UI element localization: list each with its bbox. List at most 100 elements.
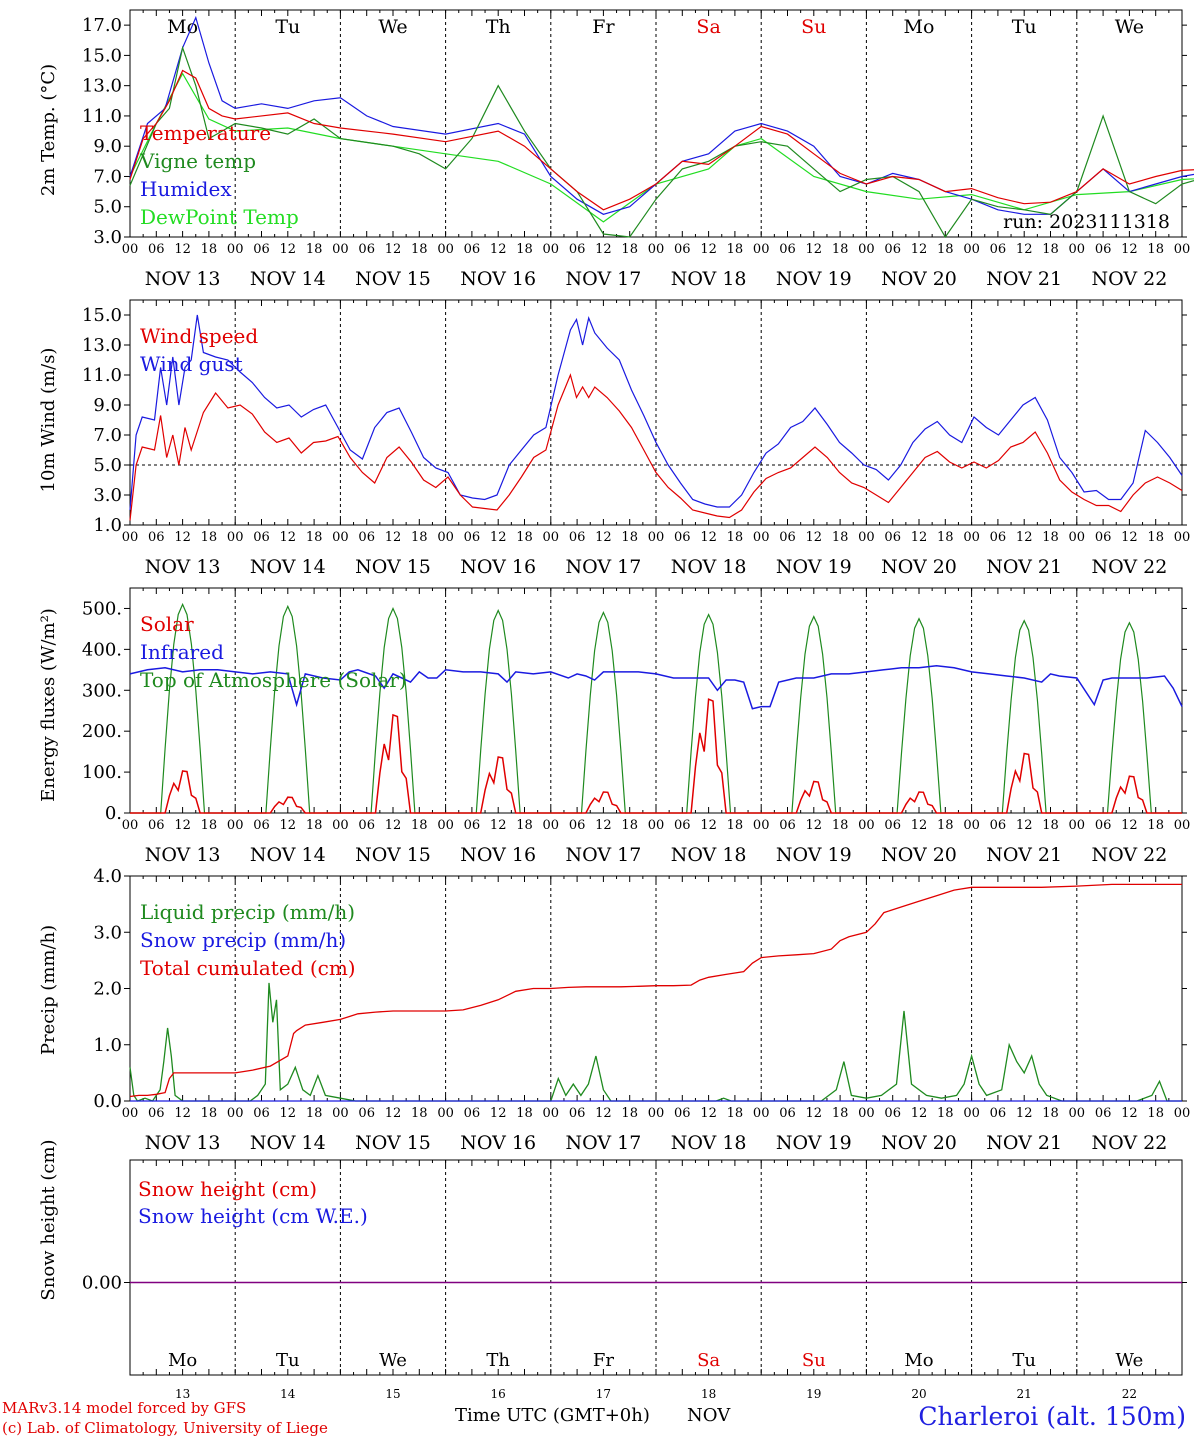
solar-curve	[550, 791, 656, 814]
hour-tick-label: 00	[858, 242, 875, 257]
hour-tick-label: 18	[1147, 530, 1164, 545]
hour-tick-label: 12	[806, 818, 823, 833]
hour-tick-label: 06	[674, 530, 691, 545]
hour-tick-label: 12	[806, 1106, 823, 1121]
y-tick-label: 1.0	[93, 1035, 122, 1056]
y-tick-label: 7.0	[93, 425, 122, 446]
hour-tick-label: 18	[1147, 818, 1164, 833]
weekday-label: We	[1115, 16, 1144, 38]
hour-tick-label: 06	[779, 530, 796, 545]
date-label: NOV 17	[565, 1132, 641, 1154]
solar-curve	[1076, 775, 1182, 814]
hour-tick-label: 12	[174, 530, 191, 545]
hour-tick-label: 06	[148, 242, 165, 257]
hour-tick-label: 00	[122, 818, 139, 833]
day-number: 17	[596, 1387, 611, 1401]
hour-tick-label: 00	[1069, 1106, 1086, 1121]
date-label: NOV 21	[986, 844, 1062, 866]
weekday-label: Tu	[275, 16, 300, 38]
hour-tick-label: 06	[884, 818, 901, 833]
date-label: NOV 19	[776, 1132, 852, 1154]
hour-tick-label: 18	[516, 530, 533, 545]
hour-tick-label: 06	[253, 242, 270, 257]
hour-tick-label: 18	[832, 818, 849, 833]
hour-tick-label: 12	[490, 1106, 507, 1121]
day-number: 18	[701, 1387, 716, 1401]
toa-solar-curve	[340, 607, 446, 814]
day-number: 21	[1017, 1387, 1032, 1401]
y-tick-label: 7.0	[93, 166, 122, 187]
legend-1-0: Temperature	[140, 121, 271, 145]
hour-tick-label: 12	[174, 242, 191, 257]
y-tick-label: 0.	[105, 803, 122, 824]
hour-tick-label: 00	[753, 1106, 770, 1121]
hour-tick-label: 00	[227, 242, 244, 257]
date-label: NOV 17	[565, 268, 641, 290]
hour-tick-label: 00	[122, 1106, 139, 1121]
hour-tick-label: 06	[884, 530, 901, 545]
y-tick-label: 400.	[82, 639, 122, 660]
day-number: 20	[911, 1387, 926, 1401]
hour-tick-label: 06	[253, 530, 270, 545]
y-tick-label: 17.0	[82, 15, 122, 36]
y-tick-label: 5.0	[93, 197, 122, 218]
hour-tick-label: 12	[490, 818, 507, 833]
hour-tick-label: 18	[832, 242, 849, 257]
hour-tick-label: 06	[569, 818, 586, 833]
model-credit: MARv3.14 model forced by GFS	[2, 1399, 247, 1417]
hour-tick-label: 18	[1042, 242, 1059, 257]
y-tick-label: 13.0	[82, 76, 122, 97]
hour-tick-label: 18	[411, 818, 428, 833]
weekday-label-bottom: Mo	[168, 1350, 197, 1371]
hour-tick-label: 12	[911, 818, 928, 833]
legend-2-1: Wind gust	[140, 352, 243, 376]
date-label: NOV 18	[671, 268, 747, 290]
hour-tick-label: 12	[1121, 530, 1138, 545]
hour-tick-label: 18	[1042, 1106, 1059, 1121]
hour-tick-label: 12	[280, 818, 297, 833]
series-liquid-precip-mm-h-	[129, 982, 1182, 1102]
hour-tick-label: 12	[911, 530, 928, 545]
hour-tick-label: 00	[963, 1106, 980, 1121]
legend-1-1: Vigne temp	[139, 149, 256, 173]
hour-tick-label: 00	[963, 242, 980, 257]
legend-4-2: Total cumulated (cm)	[140, 956, 356, 980]
y-tick-label: 15.0	[82, 45, 122, 66]
hour-tick-label: 18	[727, 1106, 744, 1121]
date-label: NOV 16	[460, 844, 536, 866]
date-label: NOV 14	[250, 556, 326, 578]
hour-tick-label: 06	[884, 242, 901, 257]
date-label: NOV 20	[881, 1132, 957, 1154]
hour-tick-label: 00	[437, 530, 454, 545]
hour-tick-label: 00	[227, 1106, 244, 1121]
date-label: NOV 14	[250, 1132, 326, 1154]
run-annotation: run: 2023111318	[1003, 211, 1170, 233]
weekday-label: Fr	[592, 16, 615, 38]
day-number: 16	[491, 1387, 506, 1401]
date-label: NOV 18	[671, 556, 747, 578]
y-tick-label: 4.0	[93, 866, 122, 887]
hour-tick-label: 00	[858, 818, 875, 833]
hour-tick-label: 18	[411, 530, 428, 545]
legend-5-1: Snow height (cm W.E.)	[138, 1204, 368, 1228]
hour-tick-label: 12	[174, 818, 191, 833]
hour-tick-label: 00	[437, 1106, 454, 1121]
y-tick-label: 11.0	[82, 106, 122, 127]
weekday-label-bottom: Sa	[697, 1350, 720, 1371]
y-axis-title-4: Precip (mm/h)	[38, 925, 59, 1055]
solar-curve	[340, 713, 446, 814]
hour-tick-label: 00	[1174, 242, 1191, 257]
hour-tick-label: 06	[148, 1106, 165, 1121]
hour-tick-label: 18	[201, 1106, 218, 1121]
weekday-label-bottom: We	[379, 1350, 407, 1371]
hour-tick-label: 06	[569, 242, 586, 257]
solar-curve	[656, 698, 762, 814]
x-axis-label: Time UTC (GMT+0h)	[455, 1405, 650, 1426]
day-number: 13	[175, 1387, 190, 1401]
hour-tick-label: 12	[595, 530, 612, 545]
y-tick-label: 11.0	[82, 365, 122, 386]
series-wind-speed	[129, 373, 1183, 521]
day-number: 22	[1122, 1387, 1137, 1401]
date-label: NOV 17	[565, 556, 641, 578]
weekday-label: Mo	[904, 16, 935, 38]
